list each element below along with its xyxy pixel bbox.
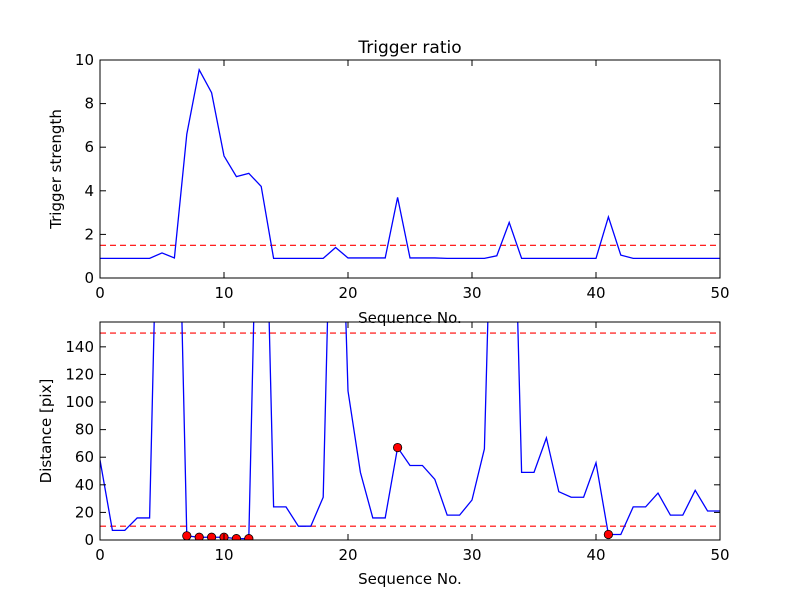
axes: 0 10 20 30 40 50 0 20 40 60 80 100 120 140	[65, 321, 730, 564]
axes: 0 10 20 30 40 50 0 2 4 6 8 10	[75, 51, 730, 302]
y-tick-label: 60	[75, 448, 94, 466]
x-axis-label: Sequence No.	[358, 570, 462, 588]
chart-distance: 0 10 20 30 40 50 0 20 40 60 80 100 120 140 Sequence N…	[37, 321, 730, 588]
y-tick-label: 6	[84, 138, 94, 156]
x-tick-label: 10	[214, 546, 233, 564]
x-axis-label: Sequence No.	[358, 309, 462, 327]
data-point	[392, 442, 403, 453]
y-tick-label: 4	[84, 182, 94, 200]
x-tick-label: 40	[586, 284, 605, 302]
data-point	[603, 529, 614, 540]
x-tick-label: 30	[462, 546, 481, 564]
series-line	[100, 67, 720, 260]
x-tick-label: 20	[338, 546, 357, 564]
x-tick-label: 20	[338, 284, 357, 302]
chart-trigger-ratio: Trigger ratio 0 10 20 30 40 50 0 2 4 6 8 10 Sequenc…	[47, 38, 730, 327]
x-tick-label: 10	[214, 284, 233, 302]
y-tick-label: 120	[65, 365, 94, 383]
y-tick-label: 80	[75, 421, 94, 439]
axes-frame	[99, 59, 721, 279]
data-point	[194, 532, 204, 540]
x-tick-label: 50	[710, 284, 729, 302]
y-axis-label: Trigger strength	[47, 109, 65, 230]
axes-frame	[99, 321, 721, 541]
y-tick-label: 140	[65, 338, 94, 356]
x-tick-label: 0	[95, 546, 105, 564]
y-tick-label: 2	[84, 225, 94, 243]
y-tick-label: 0	[84, 269, 94, 287]
x-tick-label: 50	[710, 546, 729, 564]
x-tick-label: 30	[462, 284, 481, 302]
plot-area	[100, 322, 720, 540]
plot-area	[100, 67, 720, 260]
data-point	[207, 532, 217, 540]
y-tick-label: 8	[84, 95, 94, 113]
y-tick-label: 20	[75, 503, 94, 521]
data-point	[182, 531, 192, 540]
y-tick-label: 10	[75, 51, 94, 69]
y-axis-label: Distance [pix]	[37, 379, 55, 484]
y-tick-label: 100	[65, 393, 94, 411]
x-tick-label: 40	[586, 546, 605, 564]
chart-title: Trigger ratio	[357, 38, 461, 58]
data-point	[231, 534, 241, 540]
x-tick-label: 0	[95, 284, 105, 302]
series-line	[100, 322, 720, 540]
y-tick-label: 40	[75, 476, 94, 494]
data-point	[244, 534, 254, 540]
y-tick-label: 0	[84, 531, 94, 549]
